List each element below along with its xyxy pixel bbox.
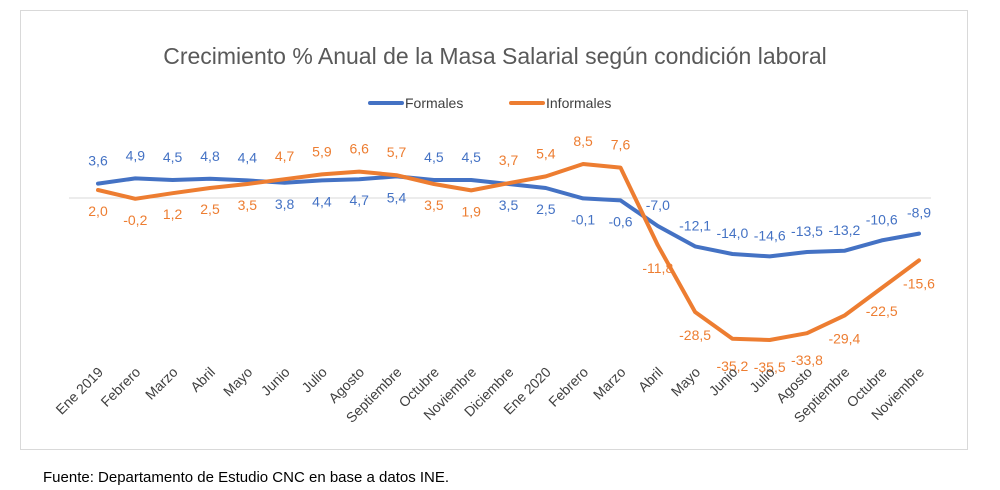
data-label-formales: 5,4 — [387, 189, 407, 205]
chart-title: Crecimiento % Anual de la Masa Salarial … — [163, 43, 827, 69]
data-label-formales: 4,4 — [312, 193, 332, 209]
x-tick-label: Mayo — [220, 364, 256, 400]
line-chart: Crecimiento % Anual de la Masa Salarial … — [52, 43, 935, 426]
x-tick-label: Julio — [298, 364, 330, 396]
legend-label-informales: Informales — [546, 95, 611, 111]
data-label-informales: -22,5 — [866, 303, 898, 319]
data-label-informales: 3,7 — [499, 152, 519, 168]
legend: Formales Informales — [368, 95, 611, 111]
x-tick-label: Junio — [258, 364, 293, 399]
series-layer — [96, 162, 921, 342]
data-label-formales: -0,6 — [608, 213, 632, 229]
data-label-informales: -35,2 — [716, 358, 748, 374]
data-label-formales: -13,2 — [828, 222, 860, 238]
data-label-formales: 4,7 — [349, 192, 369, 208]
data-label-informales: 5,4 — [536, 145, 556, 161]
data-label-informales: -29,4 — [828, 331, 860, 347]
data-label-formales: 3,6 — [88, 153, 108, 169]
data-label-informales: 6,6 — [349, 141, 369, 157]
data-label-formales: 4,5 — [461, 149, 481, 165]
data-label-informales: -11,8 — [642, 260, 673, 276]
x-tick-label: Ene 2019 — [52, 364, 106, 418]
data-label-formales: 4,9 — [126, 147, 146, 163]
data-label-formales: 3,5 — [499, 197, 519, 213]
x-tick-label: Febrero — [97, 364, 143, 410]
data-label-informales: 8,5 — [573, 133, 593, 149]
data-label-informales: 4,7 — [275, 148, 295, 164]
data-label-formales: 4,5 — [424, 149, 444, 165]
data-label-informales: -33,8 — [791, 352, 823, 368]
x-tick-label: Febrero — [545, 364, 591, 410]
data-label-informales: 5,9 — [312, 143, 332, 159]
data-label-formales: 2,5 — [536, 201, 556, 217]
data-label-formales: -12,1 — [679, 217, 711, 233]
data-label-formales: -10,6 — [866, 211, 898, 227]
data-label-informales: 3,5 — [424, 197, 444, 213]
data-label-formales: -14,6 — [754, 227, 786, 243]
data-label-formales: 4,8 — [200, 148, 220, 164]
data-label-informales: 2,0 — [88, 203, 108, 219]
x-tick-label: Marzo — [590, 364, 629, 403]
data-label-informales: 5,7 — [387, 144, 407, 160]
data-label-formales: -0,1 — [571, 211, 595, 227]
data-label-formales: -8,9 — [907, 205, 931, 221]
data-label-formales: 4,5 — [163, 149, 183, 165]
data-label-informales: 2,5 — [200, 201, 220, 217]
data-label-informales: -28,5 — [679, 327, 711, 343]
data-label-formales: -13,5 — [791, 223, 823, 239]
data-label-formales: -7,0 — [646, 197, 670, 213]
x-tick-label: Abril — [635, 364, 666, 395]
data-label-informales: -15,6 — [903, 275, 935, 291]
data-label-informales: 3,5 — [238, 197, 258, 213]
data-label-informales: -0,2 — [123, 212, 147, 228]
x-tick-label: Abril — [187, 364, 218, 395]
source-footnote: Fuente: Departamento de Estudio CNC en b… — [43, 469, 450, 486]
data-label-informales: -35,5 — [754, 359, 786, 375]
x-tick-label: Mayo — [668, 364, 704, 400]
data-labels: 3,6 4,9 4,5 4,8 4,43,8 4,4 4,7 5,44,5 4,53,5 2,5-… — [88, 133, 935, 375]
data-label-formales: 4,4 — [238, 149, 258, 165]
data-label-formales: -14,0 — [716, 225, 748, 241]
chart-frame: Crecimiento % Anual de la Masa Salarial … — [20, 10, 968, 486]
data-label-informales: 1,9 — [461, 203, 481, 219]
data-label-informales: 7,6 — [611, 137, 631, 153]
data-label-informales: 1,2 — [163, 206, 183, 222]
legend-label-formales: Formales — [405, 95, 463, 111]
data-label-formales: 3,8 — [275, 196, 295, 212]
x-tick-label: Marzo — [142, 364, 181, 403]
